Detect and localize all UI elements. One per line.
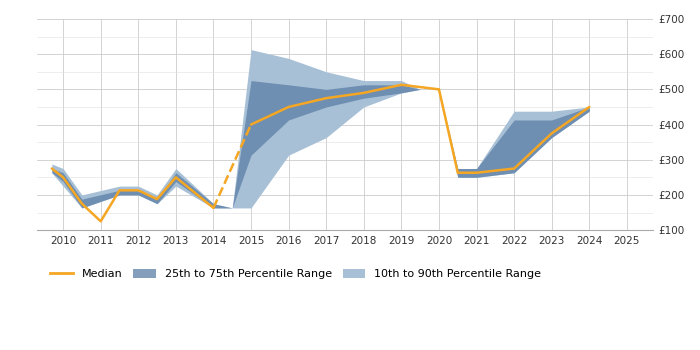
Legend: Median, 25th to 75th Percentile Range, 10th to 90th Percentile Range: Median, 25th to 75th Percentile Range, 1… xyxy=(46,265,545,284)
